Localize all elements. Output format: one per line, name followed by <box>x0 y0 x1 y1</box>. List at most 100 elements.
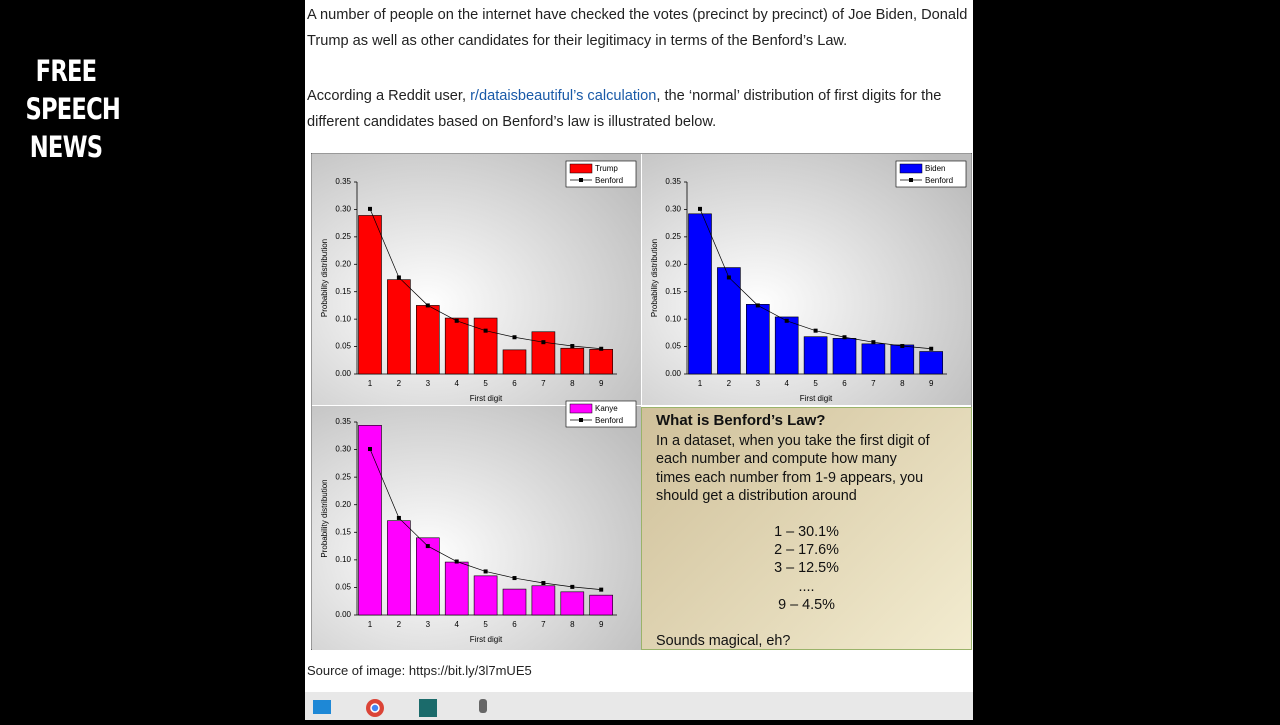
x-tick-label: 4 <box>454 379 459 388</box>
benford-marker <box>425 544 430 549</box>
y-tick-label: 0.00 <box>335 369 351 378</box>
y-tick-label: 0.00 <box>665 369 681 378</box>
bar <box>861 343 886 375</box>
x-tick-label: 1 <box>368 379 373 388</box>
paragraph: A number of people on the internet have … <box>307 7 968 49</box>
x-tick-label: 3 <box>426 620 431 629</box>
benford-marker <box>698 206 702 211</box>
x-tick-label: 5 <box>813 379 818 388</box>
info-line: should get a distribution around <box>656 487 857 504</box>
x-tick-label: 7 <box>871 379 876 388</box>
benford-marker <box>396 275 401 280</box>
benford-marker <box>842 335 847 340</box>
benford-marker <box>541 340 546 345</box>
chart: 0.00 0.05 0.10 0.15 0.20 0.25 0.30 0.35 1 2 3 4 5 6 7 8… <box>312 400 641 650</box>
x-tick-label: 1 <box>368 620 373 629</box>
x-tick-label: 8 <box>570 379 575 388</box>
bar <box>473 317 498 375</box>
y-tick-label: 0.25 <box>335 232 351 241</box>
x-axis-title: First digit <box>470 635 503 644</box>
bar <box>531 331 556 375</box>
info-closing: Sounds magical, eh? <box>656 633 791 650</box>
info-line: In a dataset, when you take the first di… <box>656 433 930 450</box>
logo-line: SPEECH <box>25 92 121 126</box>
legend-label: Benford <box>595 176 623 185</box>
x-tick-label: 6 <box>512 620 517 629</box>
link[interactable]: r/dataisbeautiful’s calculation <box>470 88 657 104</box>
y-tick-label: 0.20 <box>335 259 351 268</box>
x-tick-label: 5 <box>483 620 488 629</box>
bar <box>560 347 585 375</box>
info-item: 2 – 17.6% <box>774 542 839 559</box>
x-tick-label: 2 <box>397 620 402 629</box>
y-tick-label: 0.10 <box>335 314 351 323</box>
y-tick-label: 0.20 <box>335 500 351 509</box>
benford-marker <box>599 587 604 592</box>
bar <box>919 351 944 375</box>
y-tick-label: 0.20 <box>665 259 681 268</box>
bar <box>746 304 770 375</box>
y-tick-label: 0.25 <box>665 232 681 241</box>
legend-label: Kanye <box>595 404 618 413</box>
benford-marker <box>929 346 934 351</box>
benford-marker <box>900 344 905 349</box>
bar <box>589 594 614 616</box>
info-line: each number and compute how many <box>656 451 897 468</box>
benford-marker <box>570 584 575 589</box>
legend-marker <box>909 178 913 182</box>
info-item: 3 – 12.5% <box>774 560 839 577</box>
y-tick-label: 0.10 <box>665 314 681 323</box>
bar <box>358 215 382 375</box>
paragraph: According a Reddit user, r/dataisbeautif… <box>307 83 971 135</box>
legend-label: Biden <box>925 164 945 173</box>
mic-icon[interactable] <box>479 699 487 713</box>
bar <box>589 349 614 375</box>
app-icon[interactable] <box>419 699 437 717</box>
taskbar-icons <box>313 699 487 717</box>
bar <box>387 520 411 616</box>
bar <box>688 213 712 375</box>
x-axis-title: First digit <box>800 394 833 403</box>
chart: 0.00 0.05 0.10 0.15 0.20 0.25 0.30 0.35 1 2 3 4 5 6 7 8… <box>642 154 971 405</box>
x-tick-label: 5 <box>483 379 488 388</box>
x-tick-label: 6 <box>842 379 847 388</box>
x-axis-title: First digit <box>470 394 503 403</box>
legend-swatch <box>569 163 593 174</box>
y-axis-title: Probability distribution <box>320 479 329 557</box>
bar <box>387 279 411 375</box>
info-item: .... <box>798 578 815 595</box>
y-tick-label: 0.00 <box>335 610 351 619</box>
benford-marker <box>483 569 488 574</box>
legend-swatch <box>899 163 923 174</box>
benford-marker <box>726 275 731 280</box>
bar <box>416 305 440 375</box>
x-tick-label: 7 <box>541 379 546 388</box>
legend-label: Benford <box>925 176 953 185</box>
bar <box>832 338 857 375</box>
text: , the ‘normal’ distribution of first dig… <box>307 88 942 130</box>
y-tick-label: 0.15 <box>335 287 351 296</box>
info-item: 1 – 30.1% <box>774 524 839 541</box>
bar <box>502 588 527 616</box>
y-tick-label: 0.15 <box>665 287 681 296</box>
bar <box>560 591 585 616</box>
x-tick-label: 2 <box>397 379 402 388</box>
y-tick-label: 0.05 <box>665 342 681 351</box>
logo-line: NEWS <box>29 130 103 164</box>
benford-marker <box>813 328 818 333</box>
x-tick-label: 9 <box>599 620 604 629</box>
mail-icon[interactable] <box>313 700 331 714</box>
benford-marker <box>454 559 459 564</box>
bar <box>717 267 741 375</box>
bar <box>358 425 382 616</box>
x-tick-label: 4 <box>454 620 459 629</box>
y-tick-label: 0.35 <box>335 177 351 186</box>
bar <box>444 317 469 375</box>
benford-marker <box>784 318 789 323</box>
legend-marker <box>579 418 583 422</box>
benford-marker <box>512 576 517 581</box>
y-axis-title: Probability distribution <box>320 239 329 317</box>
source: Source of image: https://bit.ly/3l7mUE5 <box>307 663 532 678</box>
benford-marker <box>570 344 575 349</box>
